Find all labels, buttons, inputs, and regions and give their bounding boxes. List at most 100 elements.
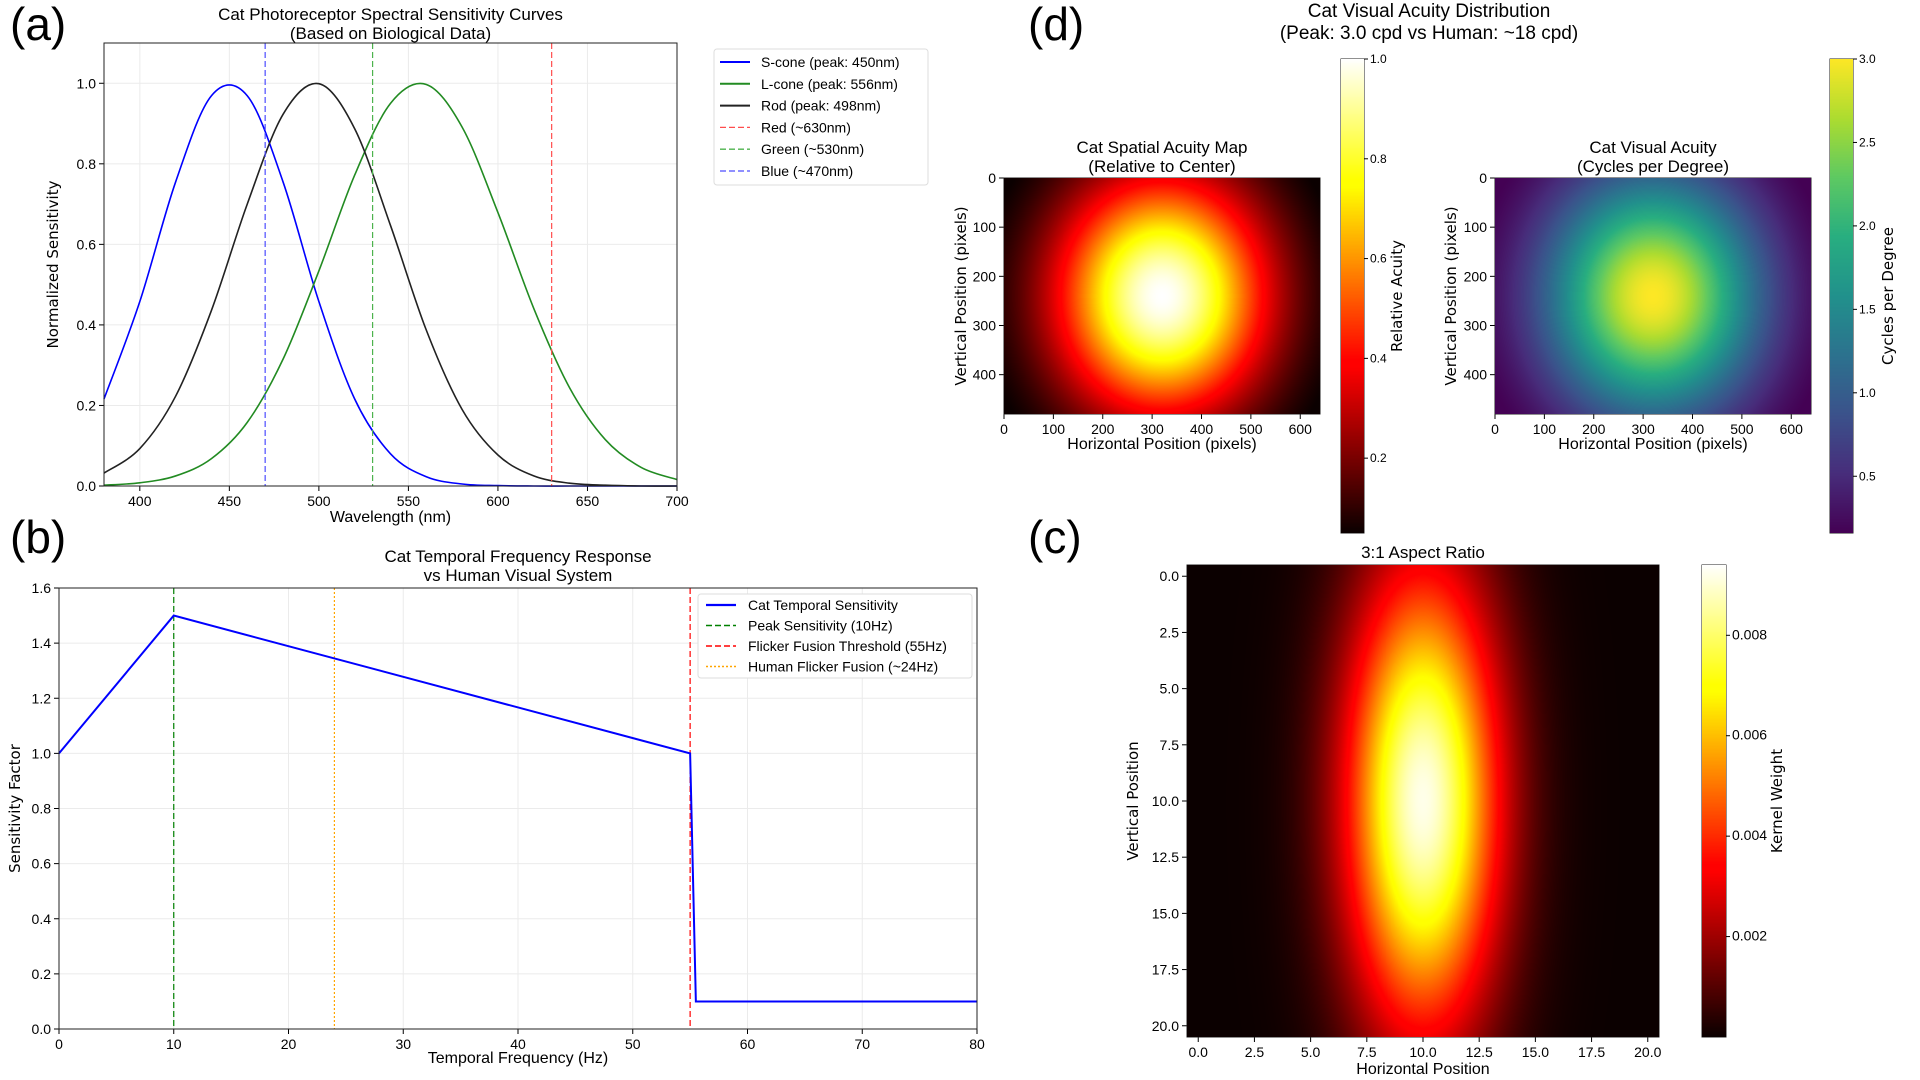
x-tick-label: 15.0 xyxy=(1522,1044,1549,1060)
y-tick-label: 15.0 xyxy=(1152,905,1179,921)
x-tick-label: 17.5 xyxy=(1578,1044,1605,1060)
y-tick-label: 0.4 xyxy=(77,317,97,333)
y-tick-label: 0.4 xyxy=(32,911,52,927)
x-tick-label: 450 xyxy=(218,493,242,509)
x-tick-label: 500 xyxy=(1239,421,1263,437)
y-tick-label: 0 xyxy=(1479,170,1487,186)
x-tick-label: 80 xyxy=(969,1036,985,1052)
x-tick-label: 0.0 xyxy=(1189,1044,1209,1060)
series-line xyxy=(103,84,677,487)
x-axis-label: Horizontal Position xyxy=(1356,1061,1489,1078)
y-tick-label: 400 xyxy=(1464,367,1488,383)
x-tick-label: 50 xyxy=(625,1036,641,1052)
heatmap-image-c xyxy=(1187,565,1659,1037)
chart-title: Cat Photoreceptor Spectral Sensitivity C… xyxy=(218,5,563,24)
legend-label: S-cone (peak: 450nm) xyxy=(761,54,900,70)
y-tick-label: 100 xyxy=(1464,219,1488,235)
y-axis-label: Sensitivity Factor xyxy=(6,743,24,873)
x-tick-label: 70 xyxy=(854,1036,870,1052)
colorbar-label: Cycles per Degree xyxy=(1879,227,1897,365)
colorbar-tick-label: 0.5 xyxy=(1859,469,1876,483)
y-tick-label: 300 xyxy=(1464,318,1488,334)
x-tick-label: 600 xyxy=(1780,421,1804,437)
axes-frame xyxy=(58,587,978,1030)
y-tick-label: 200 xyxy=(973,268,997,284)
colorbar-label: Kernel Weight xyxy=(1768,749,1786,853)
y-axis-label: Vertical Position xyxy=(1124,741,1142,860)
y-tick-label: 0 xyxy=(988,170,996,186)
legend-frame xyxy=(713,48,929,186)
legend: Cat Temporal Sensitivity Peak Sensitivity… xyxy=(697,593,973,679)
colorbar-c xyxy=(1702,565,1726,1037)
y-tick-label: 200 xyxy=(1464,268,1488,284)
y-tick-label: 7.5 xyxy=(1160,737,1180,753)
x-tick-label: 500 xyxy=(307,493,331,509)
y-tick-label: 12.5 xyxy=(1152,849,1179,865)
legend-label: Green (~530nm) xyxy=(761,141,864,157)
y-tick-label: 0.2 xyxy=(32,966,52,982)
x-tick-label: 60 xyxy=(740,1036,756,1052)
x-tick-label: 100 xyxy=(1533,421,1557,437)
x-axis-label: Horizontal Position (pixels) xyxy=(1067,436,1256,453)
legend-label: Cat Temporal Sensitivity xyxy=(748,597,898,613)
legend-label: Red (~630nm) xyxy=(761,119,851,135)
heatmap-image-d-left xyxy=(1004,178,1320,414)
chart-title: (Based on Biological Data) xyxy=(290,24,491,43)
x-tick-label: 2.5 xyxy=(1245,1044,1265,1060)
x-tick-label: 300 xyxy=(1140,421,1164,437)
chart-title: (Cycles per Degree) xyxy=(1577,157,1729,176)
d-suptitle-line2: (Peak: 3.0 cpd vs Human: ~18 cpd) xyxy=(1280,23,1578,44)
chart-title: Cat Temporal Frequency Response xyxy=(384,547,651,566)
legend: S-cone (peak: 450nm) L-cone (peak: 556nm)… xyxy=(713,48,929,186)
y-axis-label: Vertical Position (pixels) xyxy=(952,206,970,385)
y-tick-label: 1.0 xyxy=(32,745,52,761)
colorbar-tick-label: 2.5 xyxy=(1859,135,1876,149)
chart-title: 3:1 Aspect Ratio xyxy=(1361,543,1485,562)
chart-title: Cat Visual Acuity xyxy=(1589,138,1717,157)
series-line xyxy=(58,614,977,1003)
x-tick-label: 12.5 xyxy=(1466,1044,1493,1060)
x-tick-label: 7.5 xyxy=(1357,1044,1377,1060)
y-tick-label: 0.8 xyxy=(77,156,97,172)
legend-label: Human Flicker Fusion (~24Hz) xyxy=(748,659,938,675)
x-tick-label: 200 xyxy=(1582,421,1606,437)
x-axis-label: Horizontal Position (pixels) xyxy=(1558,436,1747,453)
x-tick-label: 600 xyxy=(1289,421,1313,437)
colorbar-tick-label: 0.002 xyxy=(1732,928,1767,944)
x-tick-label: 100 xyxy=(1042,421,1066,437)
panel-label-b: (b) xyxy=(10,511,66,563)
colorbar-tick-label: 0.004 xyxy=(1732,827,1767,843)
x-tick-label: 0 xyxy=(1000,421,1008,437)
colorbar-tick-label: 0.2 xyxy=(1370,451,1387,465)
colorbar-d-right xyxy=(1830,59,1853,533)
y-tick-label: 10.0 xyxy=(1152,793,1179,809)
x-tick-label: 20.0 xyxy=(1634,1044,1661,1060)
colorbar-tick-label: 0.6 xyxy=(1370,252,1387,266)
colorbar-tick-label: 0.006 xyxy=(1732,727,1767,743)
y-axis-label: Normalized Sensitivity xyxy=(44,180,62,348)
x-tick-label: 700 xyxy=(665,493,689,509)
y-tick-label: 1.4 xyxy=(32,635,52,651)
axes-frame xyxy=(103,42,678,487)
panel-label-d: (d) xyxy=(1028,0,1084,50)
x-tick-label: 0 xyxy=(55,1036,63,1052)
y-tick-label: 0.6 xyxy=(32,856,52,872)
y-tick-label: 0.8 xyxy=(32,801,52,817)
y-tick-label: 5.0 xyxy=(1160,681,1180,697)
y-tick-label: 1.0 xyxy=(77,75,97,91)
x-tick-label: 400 xyxy=(128,493,152,509)
y-tick-label: 0.0 xyxy=(1160,568,1180,584)
x-tick-label: 400 xyxy=(1190,421,1214,437)
series-line xyxy=(103,82,678,487)
y-tick-label: 0.0 xyxy=(32,1021,52,1037)
colorbar-tick-label: 0.4 xyxy=(1370,351,1387,365)
colorbar-tick-label: 1.0 xyxy=(1370,52,1387,66)
heatmap-image-d-right xyxy=(1495,178,1811,414)
x-tick-label: 650 xyxy=(576,493,600,509)
y-tick-label: 0.6 xyxy=(77,236,97,252)
y-tick-label: 0.0 xyxy=(77,478,97,494)
colorbar-tick-label: 0.8 xyxy=(1370,152,1387,166)
colorbar-tick-label: 1.5 xyxy=(1859,302,1876,316)
x-tick-label: 300 xyxy=(1631,421,1655,437)
